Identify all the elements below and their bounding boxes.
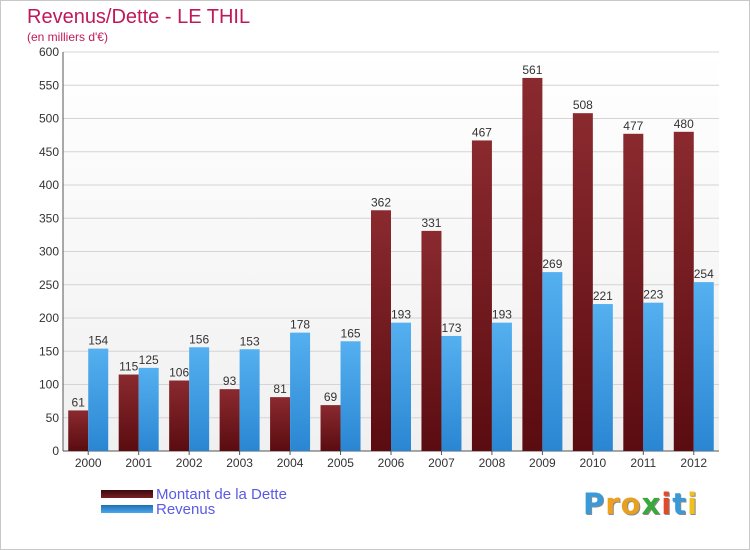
x-tick-label: 2012 bbox=[680, 456, 707, 470]
bar-debt bbox=[219, 389, 240, 451]
logo-letter: i bbox=[661, 487, 673, 521]
x-tick-label: 2000 bbox=[75, 456, 102, 470]
y-tick-label: 550 bbox=[39, 78, 59, 92]
x-tick-label: 2004 bbox=[277, 456, 304, 470]
data-label-debt: 477 bbox=[623, 119, 643, 133]
bar-revenue bbox=[138, 367, 159, 451]
bar-debt bbox=[270, 397, 291, 451]
data-label-debt: 61 bbox=[72, 395, 86, 409]
bar-revenue bbox=[189, 347, 210, 451]
legend-swatch-revenue bbox=[101, 505, 153, 513]
bar-revenue bbox=[290, 332, 311, 451]
bar-debt bbox=[320, 405, 341, 451]
bar-debt bbox=[623, 133, 644, 452]
logo-letter: i bbox=[687, 487, 699, 521]
legend-label-revenue: Revenus bbox=[156, 501, 216, 518]
y-tick-label: 600 bbox=[39, 45, 59, 59]
y-tick-label: 50 bbox=[46, 411, 60, 425]
chart-subtitle: (en milliers d'€) bbox=[27, 30, 108, 44]
bar-revenue bbox=[391, 322, 411, 451]
data-label-debt: 93 bbox=[223, 374, 237, 388]
data-label-debt: 467 bbox=[472, 125, 492, 139]
data-label-revenue: 173 bbox=[441, 321, 461, 335]
bar-revenue bbox=[491, 322, 512, 451]
data-label-revenue: 223 bbox=[643, 288, 663, 302]
bar-debt bbox=[673, 131, 694, 452]
data-label-debt: 69 bbox=[324, 390, 338, 404]
data-label-revenue: 193 bbox=[391, 308, 411, 322]
data-label-debt: 331 bbox=[421, 216, 441, 230]
logo-letter: P bbox=[583, 487, 606, 521]
data-label-revenue: 254 bbox=[694, 267, 714, 281]
x-tick-label: 2010 bbox=[579, 456, 606, 470]
data-label-revenue: 153 bbox=[240, 334, 260, 348]
bar-revenue bbox=[239, 349, 260, 451]
y-tick-label: 200 bbox=[39, 311, 59, 325]
logo-letter: o bbox=[620, 487, 642, 521]
data-label-debt: 115 bbox=[119, 360, 138, 374]
bar-revenue bbox=[693, 282, 714, 451]
data-label-revenue: 156 bbox=[189, 332, 209, 346]
data-label-debt: 106 bbox=[169, 366, 189, 380]
y-tick-label: 450 bbox=[39, 145, 59, 159]
legend-label-debt: Montant de la Dette bbox=[156, 486, 287, 503]
bar-debt bbox=[371, 210, 391, 451]
x-tick-label: 2011 bbox=[630, 456, 656, 470]
x-tick-label: 2006 bbox=[378, 456, 405, 470]
legend-swatch-debt bbox=[101, 490, 153, 498]
data-label-revenue: 165 bbox=[341, 326, 361, 340]
y-tick-label: 350 bbox=[39, 211, 59, 225]
y-tick-label: 300 bbox=[39, 245, 59, 259]
bar-debt bbox=[522, 77, 543, 451]
data-label-revenue: 193 bbox=[492, 308, 512, 322]
logo-letter: t bbox=[672, 487, 688, 521]
x-tick-label: 2001 bbox=[125, 456, 152, 470]
x-tick-label: 2002 bbox=[176, 456, 203, 470]
logo-letter: r bbox=[605, 487, 621, 521]
data-label-debt: 480 bbox=[674, 117, 694, 131]
data-label-revenue: 221 bbox=[593, 289, 613, 303]
data-label-debt: 508 bbox=[573, 98, 593, 112]
bar-debt bbox=[169, 380, 190, 451]
data-label-revenue: 125 bbox=[139, 353, 159, 367]
y-tick-label: 150 bbox=[39, 344, 59, 358]
data-label-revenue: 178 bbox=[290, 318, 310, 332]
bar-revenue bbox=[542, 272, 563, 451]
bar-debt bbox=[471, 140, 492, 451]
data-label-debt: 561 bbox=[522, 63, 542, 77]
bar-revenue bbox=[643, 302, 664, 451]
bar-debt bbox=[572, 113, 593, 452]
bar-debt bbox=[68, 410, 89, 451]
x-tick-label: 2008 bbox=[479, 456, 506, 470]
bar-debt bbox=[118, 374, 139, 451]
bar-revenue bbox=[340, 341, 361, 451]
y-tick-label: 100 bbox=[39, 378, 59, 392]
proxiti-logo: Proxiti bbox=[583, 487, 698, 521]
bar-debt bbox=[421, 230, 442, 451]
x-tick-label: 2003 bbox=[226, 456, 253, 470]
logo-letter: x bbox=[641, 487, 662, 521]
data-label-debt: 81 bbox=[273, 382, 287, 396]
y-tick-label: 0 bbox=[52, 444, 59, 458]
bar-revenue bbox=[441, 335, 462, 451]
bar-revenue bbox=[88, 348, 109, 451]
x-tick-label: 2009 bbox=[529, 456, 556, 470]
y-tick-label: 250 bbox=[39, 278, 59, 292]
x-tick-label: 2005 bbox=[327, 456, 354, 470]
y-tick-label: 500 bbox=[39, 112, 59, 126]
x-tick-label: 2007 bbox=[428, 456, 455, 470]
data-label-debt: 362 bbox=[371, 195, 391, 209]
data-label-revenue: 269 bbox=[542, 257, 562, 271]
data-label-revenue: 154 bbox=[88, 334, 108, 348]
bar-revenue bbox=[592, 304, 613, 451]
chart-title: Revenus/Dette - LE THIL bbox=[27, 6, 251, 28]
y-tick-label: 400 bbox=[39, 178, 59, 192]
